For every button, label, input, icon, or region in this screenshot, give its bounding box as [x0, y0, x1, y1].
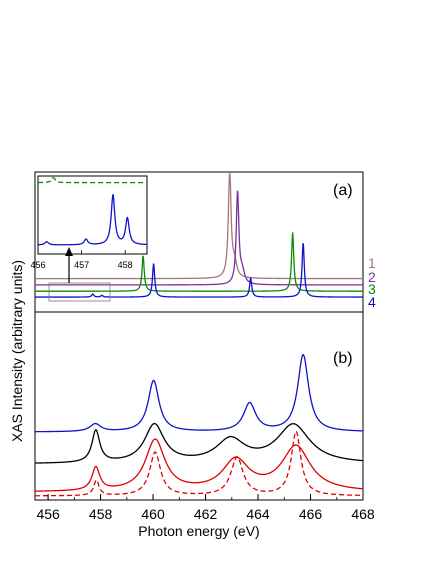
x-tick-label: 464	[246, 506, 270, 522]
series-label-3: 3	[368, 281, 376, 297]
series-label-4: 4	[368, 294, 376, 310]
y-axis-label: XAS Intensity (arbitrary units)	[9, 260, 25, 442]
panel-a-series-4	[35, 243, 363, 298]
x-axis-ticks: 456 458 460 462 464 466 468	[36, 494, 375, 522]
panel-a-series-3	[35, 232, 363, 292]
zoom-region-box	[48, 282, 111, 302]
panel-b-frame	[34, 311, 364, 501]
panel-a-curves	[35, 173, 363, 298]
x-tick-label: 466	[299, 506, 323, 522]
inset-curves	[38, 177, 148, 246]
x-tick-label: 468	[351, 506, 375, 522]
panel-b-series-4	[35, 430, 364, 497]
x-tick-label: 462	[194, 506, 218, 522]
x-tick-label: 458	[89, 506, 113, 522]
x-tick-label: 460	[141, 506, 165, 522]
panel-b-series-1	[34, 353, 364, 433]
inset-tick-label: 458	[118, 260, 133, 270]
inset-series-2	[38, 193, 148, 246]
x-axis-label: Photon energy (eV)	[138, 523, 259, 539]
panel-b-curves	[34, 353, 364, 497]
series-label-1: 1	[368, 255, 376, 271]
inset-series-1	[38, 177, 147, 184]
panel-a-series-1	[35, 173, 363, 280]
panel-b-series-3	[35, 438, 364, 492]
x-tick-label: 456	[36, 506, 60, 522]
series-label-2: 2	[368, 269, 376, 285]
inset-ticks: 456 457 458	[30, 250, 133, 270]
inset-tick-label: 456	[30, 260, 45, 270]
panel-a-label: (a)	[333, 182, 353, 199]
inset-frame	[37, 175, 148, 255]
panel-b-label: (b)	[333, 350, 353, 367]
panel-b-series-2	[34, 422, 364, 464]
zoom-arrow-head	[65, 247, 73, 256]
panel-a-series-2	[35, 190, 363, 286]
inset-tick-label: 457	[74, 260, 89, 270]
